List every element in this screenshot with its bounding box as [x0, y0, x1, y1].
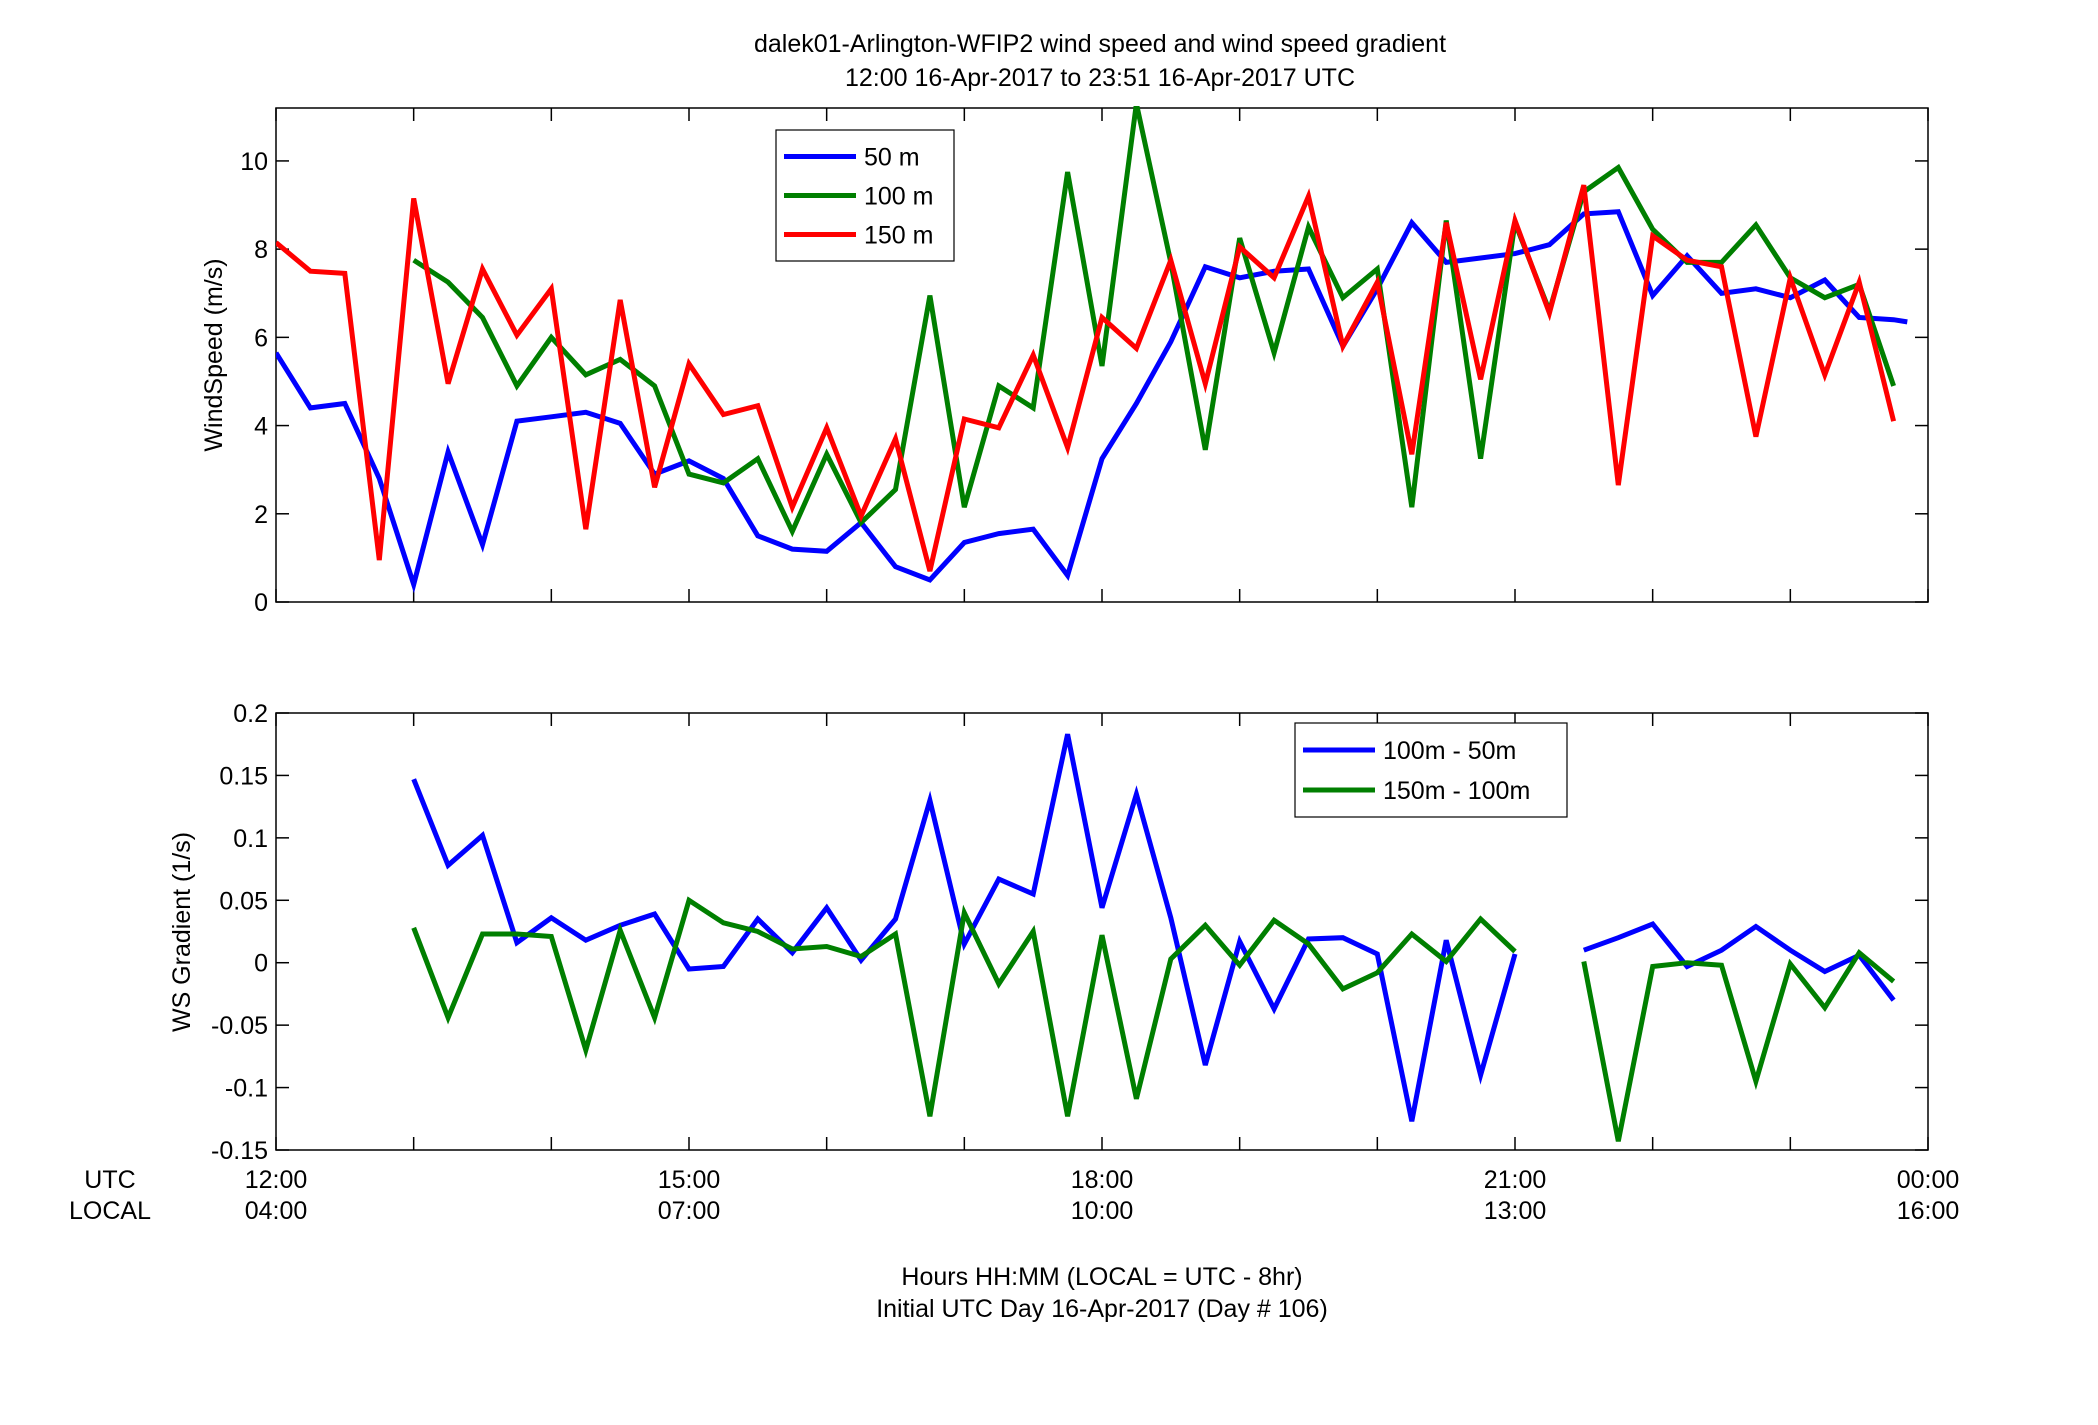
- legend-label: 100 m: [864, 183, 933, 211]
- chart-title-line2: 12:00 16-Apr-2017 to 23:51 16-Apr-2017 U…: [845, 64, 1355, 92]
- chart-title-line1: dalek01-Arlington-WFIP2 wind speed and w…: [754, 30, 1446, 58]
- y-tick-label: 10: [240, 148, 268, 176]
- windspeed-legend: 50 m 100 m 150 m: [775, 129, 955, 262]
- windspeed-panel: 0 2 4 6 8 10 WindSpeed (m/s) 50 m 100 m 150 m: [200, 106, 1929, 617]
- x-tick-label-utc: 00:00: [1897, 1166, 1960, 1194]
- x-tick-labels: 12:00 04:00 15:00 07:00 18:00 10:00 21:00 13:00…: [245, 1166, 1960, 1225]
- legend-box: [1294, 722, 1568, 818]
- y-tick-label: -0.15: [211, 1137, 268, 1165]
- local-row-label: LOCAL: [69, 1197, 151, 1225]
- y-tick-label: 0.1: [233, 825, 268, 853]
- legend-label: 150m - 100m: [1383, 777, 1530, 805]
- series-line-100-m: [412, 106, 1896, 538]
- y-tick-label: 0.05: [219, 887, 268, 915]
- gradient-lines: [411, 733, 1896, 1142]
- series-line-150-m: [276, 184, 1897, 572]
- x-tick-label-utc: 18:00: [1071, 1166, 1134, 1194]
- y-tick-label: 8: [254, 236, 268, 264]
- gradient-ticks: -0.15 -0.1 -0.05 0 0.05 0.1 0.15 0.2: [211, 700, 1929, 1165]
- gradient-y-axis-label: WS Gradient (1/s): [168, 832, 196, 1032]
- utc-row-label: UTC: [84, 1166, 135, 1194]
- x-tick-label-local: 07:00: [658, 1197, 721, 1225]
- y-tick-label: -0.05: [211, 1012, 268, 1040]
- legend-label: 150 m: [864, 222, 933, 250]
- legend-label: 100m - 50m: [1383, 737, 1516, 765]
- y-tick-label: 6: [254, 324, 268, 352]
- gradient-legend: 100m - 50m 150m - 100m: [1294, 722, 1568, 818]
- x-tick-label-utc: 21:00: [1484, 1166, 1547, 1194]
- x-axis-label-line2: Initial UTC Day 16-Apr-2017 (Day # 106): [876, 1295, 1328, 1323]
- y-tick-label: 0.15: [219, 762, 268, 790]
- x-tick-label-utc: 12:00: [245, 1166, 308, 1194]
- x-axis-label-line1: Hours HH:MM (LOCAL = UTC - 8hr): [901, 1263, 1302, 1291]
- y-tick-label: -0.1: [225, 1075, 268, 1103]
- series-line-50-m: [276, 209, 1908, 594]
- y-tick-label: 0: [254, 950, 268, 978]
- gradient-plot-area: [275, 712, 1929, 1151]
- windspeed-lines: [276, 106, 1908, 594]
- y-tick-label: 0: [254, 589, 268, 617]
- x-tick-label-local: 04:00: [245, 1197, 308, 1225]
- y-tick-label: 4: [254, 413, 268, 441]
- x-tick-label-local: 10:00: [1071, 1197, 1134, 1225]
- gradient-panel: -0.15 -0.1 -0.05 0 0.05 0.1 0.15 0.2 WS Gradien…: [168, 700, 1929, 1165]
- y-tick-label: 2: [254, 501, 268, 529]
- x-tick-label-local: 16:00: [1897, 1197, 1960, 1225]
- legend-label: 50 m: [864, 144, 920, 172]
- x-tick-label-utc: 15:00: [658, 1166, 721, 1194]
- y-tick-label: 0.2: [233, 700, 268, 728]
- series-line-150m-100m: [411, 896, 1896, 1142]
- x-tick-label-local: 13:00: [1484, 1197, 1547, 1225]
- series-line-100m-50m: [411, 733, 1896, 1122]
- windspeed-y-axis-label: WindSpeed (m/s): [200, 258, 228, 451]
